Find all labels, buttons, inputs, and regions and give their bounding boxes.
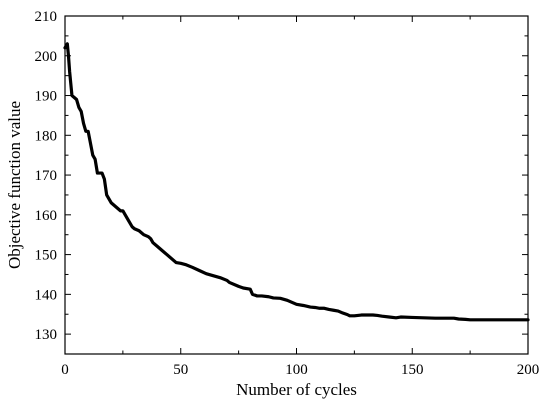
y-tick-label: 200 [35, 49, 58, 65]
plot-frame [64, 15, 529, 355]
tick-labels: 0 50 100 150 200 130 140 150 160 170 180 190 200 210 [35, 9, 540, 378]
y-tick-label: 160 [35, 208, 58, 224]
x-tick-label: 0 [61, 362, 69, 378]
x-tick-label: 100 [285, 362, 308, 378]
y-axis-label: Objective function value [5, 101, 24, 269]
x-tick-label: 50 [173, 362, 188, 378]
y-tick-label: 140 [35, 287, 58, 303]
y-tick-label: 130 [35, 327, 58, 343]
y-tick-label: 170 [35, 168, 58, 184]
x-axis-label: Number of cycles [236, 380, 357, 399]
y-tick-label: 190 [35, 89, 58, 105]
series-line [63, 42, 530, 322]
y-tick-label: 150 [35, 248, 58, 264]
x-tick-label: 200 [517, 362, 540, 378]
y-tick-label: 210 [35, 9, 58, 25]
y-tick-label: 180 [35, 128, 58, 144]
x-tick-label: 150 [401, 362, 424, 378]
